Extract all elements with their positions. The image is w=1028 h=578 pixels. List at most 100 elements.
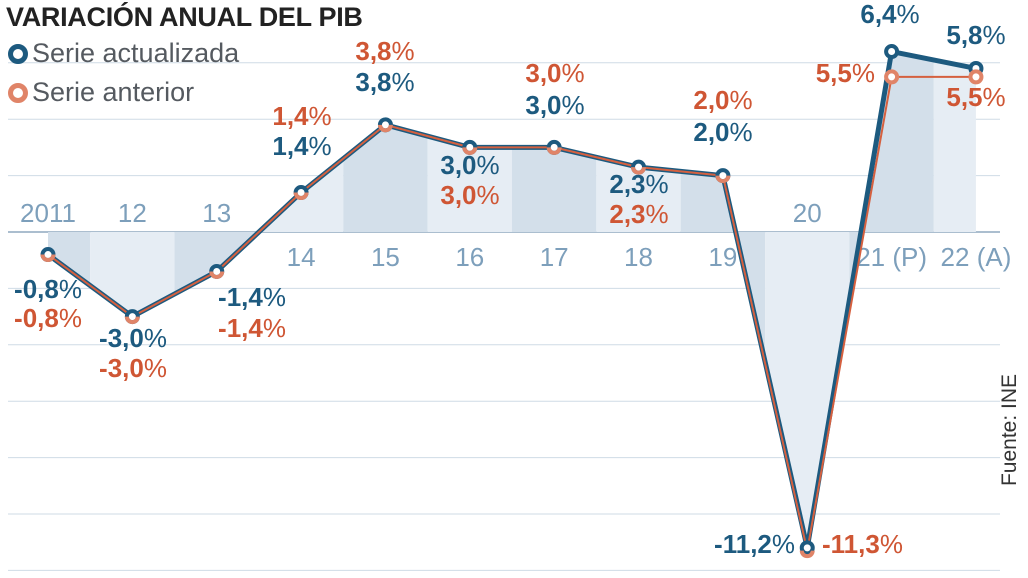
point-actualizada [799, 540, 815, 556]
data-label: 2,0% [693, 117, 752, 147]
data-label-unit: % [477, 150, 500, 180]
point-actualizada [884, 44, 900, 60]
data-label-value: 2,3 [609, 169, 645, 199]
data-label-value: 3,0 [525, 58, 561, 88]
data-label-value: 3,8 [355, 67, 391, 97]
data-label-value: 5,8 [946, 20, 982, 50]
data-label: -3,0% [99, 323, 167, 353]
data-label-value: -0,8 [14, 303, 59, 333]
data-label-value: 2,0 [693, 85, 729, 115]
data-label-unit: % [646, 169, 669, 199]
data-label-unit: % [144, 323, 167, 353]
x-tick-label: 17 [540, 242, 569, 272]
x-tick-label: 18 [624, 242, 653, 272]
data-label-unit: % [392, 36, 415, 66]
data-label: 3,0% [440, 180, 499, 210]
x-tick-label: 14 [287, 242, 316, 272]
data-label: 3,0% [525, 58, 584, 88]
data-label-value: 5,5 [816, 58, 852, 88]
x-tick-label: 2011 [20, 198, 76, 228]
x-tick-label: 20 [793, 198, 822, 228]
x-tick-label: 15 [371, 242, 400, 272]
point-anterior [40, 254, 56, 262]
x-tick-label: 13 [202, 198, 231, 228]
data-label-value: -0,8 [14, 274, 59, 304]
data-label: 3,8% [355, 67, 414, 97]
data-label: -11,3% [822, 529, 903, 559]
data-label-unit: % [880, 529, 903, 559]
point-anterior [968, 69, 984, 85]
legend-item-anterior: Serie anterior [8, 77, 194, 108]
point-anterior [799, 550, 815, 559]
data-label-value: 6,4 [860, 0, 897, 29]
data-label-unit: % [983, 82, 1006, 112]
x-tick-label: 22 (A) [941, 242, 1012, 272]
data-label-value: 3,8 [355, 36, 391, 66]
data-label-unit: % [59, 274, 82, 304]
point-anterior [293, 192, 309, 200]
chart-title: VARIACIÓN ANUAL DEL PIB [6, 2, 363, 32]
point-anterior [209, 271, 225, 279]
data-label-unit: % [263, 282, 286, 312]
area-band [427, 51, 512, 548]
data-label-value: -1,4 [218, 282, 263, 312]
data-label: 5,8% [946, 20, 1005, 50]
x-tick-label: 21 (P) [856, 242, 927, 272]
data-label-unit: % [646, 199, 669, 229]
legend-marker-icon [8, 82, 28, 103]
data-label-value: 5,5 [946, 82, 982, 112]
data-label-unit: % [562, 58, 585, 88]
data-label: 3,0% [525, 90, 584, 120]
data-label: -1,4% [218, 313, 286, 343]
data-label-value: 1,4 [272, 101, 309, 131]
data-label-unit: % [983, 20, 1006, 50]
data-label: 1,4% [272, 101, 331, 131]
x-tick-label: 16 [455, 242, 484, 272]
data-label-unit: % [309, 131, 332, 161]
data-label: 2,3% [609, 199, 668, 229]
data-label-value: -3,0 [99, 353, 144, 383]
data-label-value: 1,4 [272, 131, 309, 161]
data-label-value: -1,4 [218, 313, 263, 343]
point-anterior [546, 147, 562, 155]
data-label: 2,0% [693, 85, 752, 115]
legend-label: Serie actualizada [32, 38, 240, 68]
data-label-value: -11,3 [822, 529, 880, 559]
data-label-unit: % [392, 67, 415, 97]
data-label: 6,4% [860, 0, 919, 29]
data-label-unit: % [562, 90, 585, 120]
data-label-unit: % [309, 101, 332, 131]
data-label-unit: % [477, 180, 500, 210]
series-line-anterior [47, 75, 976, 552]
data-label-value: -11,2 [714, 529, 772, 559]
data-label: -0,8% [14, 303, 82, 333]
data-label-value: 3,0 [440, 180, 476, 210]
data-label: -3,0% [99, 353, 167, 383]
source-note: Fuente: INE [998, 373, 1021, 487]
data-label: 2,3% [609, 169, 668, 199]
data-label-value: -3,0 [99, 323, 144, 353]
point-anterior [124, 316, 140, 325]
data-label-unit: % [59, 303, 82, 333]
data-label-value: 3,0 [440, 150, 476, 180]
data-label: 1,4% [272, 131, 331, 161]
data-label-unit: % [144, 353, 167, 383]
point-anterior [631, 166, 647, 175]
data-label: -1,4% [218, 282, 286, 312]
data-label-value: 3,0 [525, 90, 561, 120]
data-label-value: 2,3 [609, 199, 645, 229]
point-anterior [884, 69, 900, 85]
data-label-unit: % [852, 58, 875, 88]
data-label-unit: % [730, 85, 753, 115]
x-tick-label: 12 [118, 198, 147, 228]
data-label-unit: % [772, 529, 795, 559]
legend-label: Serie anterior [32, 77, 195, 107]
point-anterior [715, 175, 731, 184]
data-label-value: 2,0 [693, 117, 729, 147]
data-label: -11,2% [714, 529, 795, 559]
data-label: -0,8% [14, 274, 82, 304]
area-band [596, 51, 681, 548]
data-label-unit: % [897, 0, 920, 29]
